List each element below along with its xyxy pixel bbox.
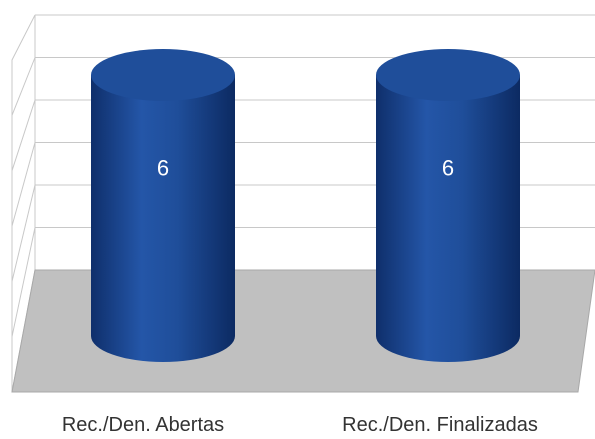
cylinder-top <box>91 49 235 101</box>
category-label: Rec./Den. Finalizadas <box>342 414 538 436</box>
side-grid-line <box>11 99 36 171</box>
side-grid-line <box>11 227 36 337</box>
data-label: 6 <box>157 156 169 181</box>
cylinder-body <box>91 75 235 362</box>
labels: 6 Rec./Den. Abertas 6 Rec./Den. Finalizadas <box>62 156 538 437</box>
cylinder-bar <box>91 49 235 362</box>
data-label: 6 <box>442 156 454 181</box>
side-grid-line <box>11 142 36 227</box>
cylinder-body <box>376 75 520 362</box>
cylinder-bar <box>376 49 520 362</box>
category-label: Rec./Den. Abertas <box>62 414 224 436</box>
side-grid-line <box>11 57 36 116</box>
side-grid-line <box>11 184 36 282</box>
cylinder-top <box>376 49 520 101</box>
bars <box>91 49 520 362</box>
